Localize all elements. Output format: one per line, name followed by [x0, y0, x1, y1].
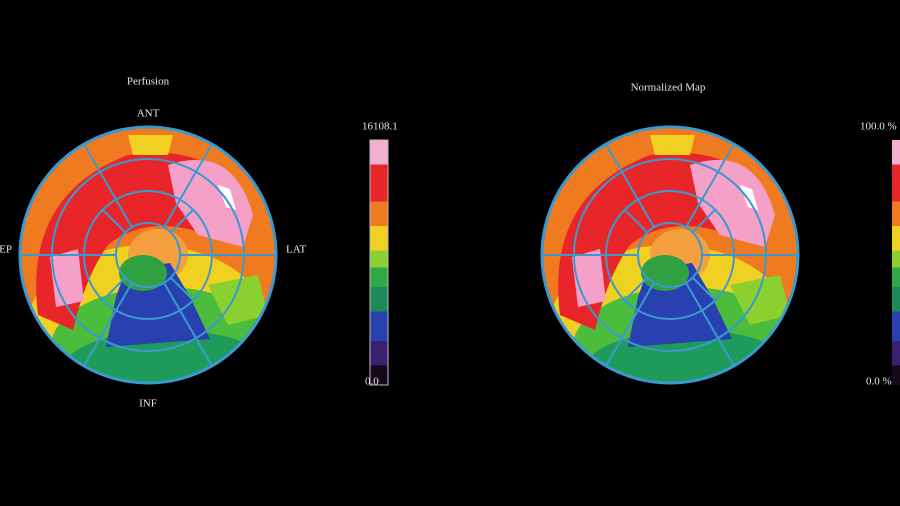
- scale-min: 0.0: [365, 376, 379, 388]
- color-scale: [892, 140, 900, 385]
- direction-label: LAT: [286, 244, 306, 256]
- color-scale: [369, 139, 389, 386]
- map-title: Normalized Map: [631, 82, 706, 94]
- direction-label: ANT: [137, 108, 160, 120]
- direction-label: INF: [139, 398, 157, 410]
- scale-min: 0.0 %: [866, 376, 892, 388]
- polar-map: [542, 127, 798, 410]
- scale-max: 16108.1: [362, 121, 398, 133]
- direction-label: SEP: [0, 244, 12, 256]
- polar-map: [20, 127, 276, 410]
- scale-max: 100.0 %: [860, 121, 897, 133]
- map-title: Perfusion: [127, 76, 170, 88]
